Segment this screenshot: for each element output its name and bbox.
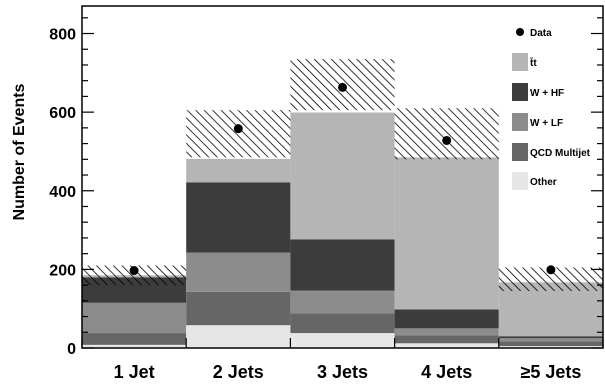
legend-swatch: [512, 143, 528, 161]
y-tick-label: 0: [67, 341, 76, 358]
legend-label: t̄t: [530, 57, 538, 69]
axis-layer: 0 200 400 600 800 1 Jet 2 Jets 3 Jets 4 Jets ≥5 J…: [49, 5, 604, 382]
legend-label: QCD Multijet: [530, 148, 591, 159]
legend-label: W + HF: [530, 88, 564, 99]
data-points-layer: [129, 82, 556, 276]
bar-segment: [498, 336, 603, 339]
uncertainty-band: [82, 265, 187, 286]
y-axis-title: Number of Events: [11, 83, 28, 220]
bar-segment: [186, 158, 291, 183]
y-tick-label: 600: [49, 105, 76, 122]
bar-segment: [394, 328, 499, 336]
uncertainty-band: [394, 108, 499, 160]
x-tick-label: 1 Jet: [114, 362, 155, 382]
legend-swatch: [512, 113, 528, 131]
legend: Data t̄t W + HF W + LF QCD Multijet Other: [512, 28, 591, 190]
bar-segment: [498, 282, 603, 337]
legend-swatch: [512, 83, 528, 101]
bar-segment: [394, 335, 499, 344]
bar-segment: [186, 325, 291, 348]
bar-segment: [290, 290, 395, 314]
bar-segment: [82, 344, 187, 348]
legend-swatch: [512, 172, 528, 190]
bar-segment: [394, 157, 499, 310]
data-point: [442, 135, 452, 145]
x-tick-label: 4 Jets: [421, 362, 472, 382]
plot-frame: [81, 5, 604, 349]
bar-segment: [394, 343, 499, 348]
uncertainty-band: [186, 110, 291, 158]
bar-segment: [290, 239, 395, 291]
bar-segment: [394, 309, 499, 329]
y-tick-label: 800: [49, 27, 76, 44]
x-tick-label: 3 Jets: [317, 362, 368, 382]
legend-label: Other: [530, 177, 557, 188]
legend-label: Data: [530, 28, 552, 39]
bar-segment: [498, 338, 603, 342]
bar-segment: [498, 346, 603, 348]
x-tick-label: 2 Jets: [213, 362, 264, 382]
data-point: [546, 265, 556, 275]
bar-segment: [82, 333, 187, 345]
bar-segment: [290, 112, 395, 240]
bar-segment: [290, 333, 395, 348]
legend-marker: [516, 28, 524, 36]
x-tick-label: ≥5 Jets: [520, 362, 581, 382]
stack-layer: [82, 112, 603, 348]
uncertainty-layer: [82, 59, 603, 291]
bar-segment: [186, 291, 291, 326]
legend-swatch: [512, 53, 528, 71]
data-point: [338, 82, 347, 92]
uncertainty-band: [498, 267, 603, 291]
data-point: [233, 124, 243, 134]
y-tick-label: 200: [49, 262, 76, 279]
legend-label: W + LF: [530, 118, 563, 129]
bar-segment: [82, 302, 187, 334]
bar-segment: [186, 252, 291, 292]
bar-segment: [290, 313, 395, 334]
bar-segment: [186, 182, 291, 253]
bar-segment: [498, 341, 603, 347]
data-point: [129, 266, 139, 276]
y-tick-label: 400: [49, 184, 76, 201]
